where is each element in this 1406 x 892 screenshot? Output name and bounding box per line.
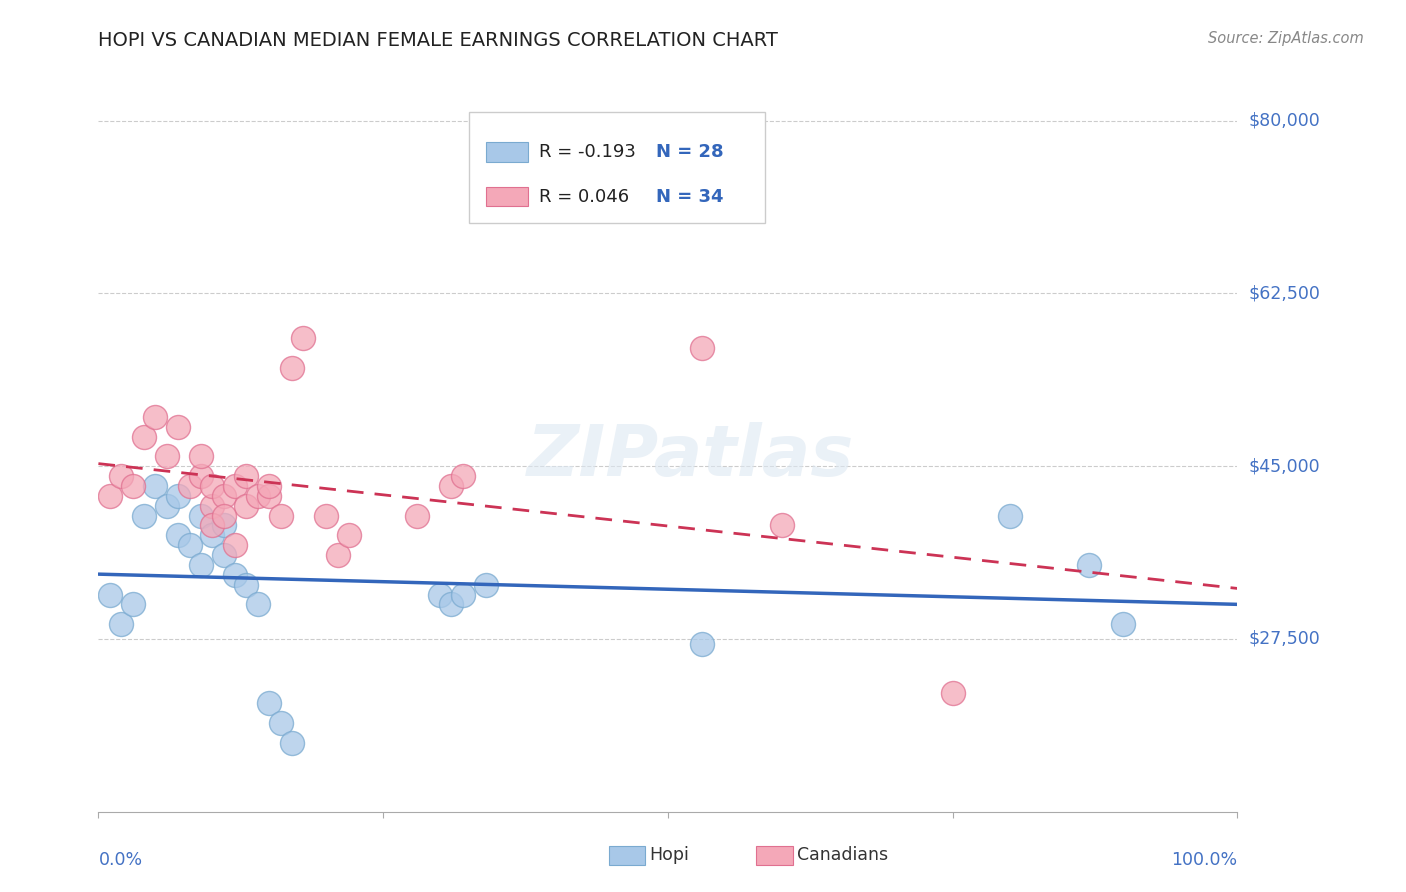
Point xyxy=(224,567,246,582)
Point xyxy=(770,518,793,533)
Point xyxy=(110,617,132,632)
Point xyxy=(179,538,201,552)
Text: Canadians: Canadians xyxy=(797,847,889,864)
Point xyxy=(132,429,155,443)
Point xyxy=(429,588,451,602)
Text: N = 34: N = 34 xyxy=(657,187,724,206)
Point xyxy=(440,479,463,493)
Point xyxy=(259,696,281,710)
Point xyxy=(235,499,257,513)
Point xyxy=(451,588,474,602)
Point xyxy=(190,508,212,523)
Point xyxy=(235,469,257,483)
Point xyxy=(179,479,201,493)
Point xyxy=(167,528,190,542)
Text: ZIPatlas: ZIPatlas xyxy=(527,422,855,491)
Point xyxy=(201,528,224,542)
Text: R = -0.193: R = -0.193 xyxy=(538,143,636,161)
Point xyxy=(998,508,1021,523)
Text: 100.0%: 100.0% xyxy=(1171,851,1237,869)
Text: 0.0%: 0.0% xyxy=(98,851,142,869)
Text: N = 28: N = 28 xyxy=(657,143,724,161)
Point xyxy=(406,508,429,523)
Point xyxy=(121,479,143,493)
FancyBboxPatch shape xyxy=(468,112,765,223)
Text: Source: ZipAtlas.com: Source: ZipAtlas.com xyxy=(1208,31,1364,46)
Text: R = 0.046: R = 0.046 xyxy=(538,187,630,206)
Point xyxy=(451,469,474,483)
Point xyxy=(190,450,212,464)
Point xyxy=(110,469,132,483)
Point xyxy=(440,598,463,612)
Point xyxy=(156,450,179,464)
Point xyxy=(190,469,212,483)
Point xyxy=(690,341,713,355)
Point xyxy=(292,331,315,345)
Point xyxy=(224,538,246,552)
Point xyxy=(259,489,281,503)
Point xyxy=(212,489,235,503)
Point xyxy=(259,479,281,493)
Point xyxy=(235,577,257,591)
Point xyxy=(326,548,349,562)
Point xyxy=(145,479,167,493)
Text: HOPI VS CANADIAN MEDIAN FEMALE EARNINGS CORRELATION CHART: HOPI VS CANADIAN MEDIAN FEMALE EARNINGS … xyxy=(98,31,779,50)
Point xyxy=(1112,617,1135,632)
Point xyxy=(281,736,304,750)
Point xyxy=(270,508,292,523)
Point xyxy=(270,715,292,730)
Point xyxy=(337,528,360,542)
Point xyxy=(224,479,246,493)
Point xyxy=(315,508,337,523)
Point xyxy=(98,588,121,602)
Point xyxy=(98,489,121,503)
Point xyxy=(281,360,304,375)
Point xyxy=(201,518,224,533)
Point xyxy=(474,577,496,591)
Point xyxy=(190,558,212,572)
Point xyxy=(212,548,235,562)
Point xyxy=(145,409,167,424)
Point xyxy=(690,637,713,651)
Point xyxy=(1078,558,1101,572)
Point xyxy=(167,419,190,434)
Text: $62,500: $62,500 xyxy=(1249,285,1320,302)
Point xyxy=(132,508,155,523)
Text: $27,500: $27,500 xyxy=(1249,630,1320,648)
Text: $45,000: $45,000 xyxy=(1249,458,1320,475)
FancyBboxPatch shape xyxy=(485,143,527,161)
Point xyxy=(201,499,224,513)
Point xyxy=(167,489,190,503)
Point xyxy=(246,598,269,612)
FancyBboxPatch shape xyxy=(485,187,527,206)
Point xyxy=(156,499,179,513)
Text: $80,000: $80,000 xyxy=(1249,112,1320,129)
Point xyxy=(201,479,224,493)
Point xyxy=(212,508,235,523)
Point xyxy=(121,598,143,612)
Point xyxy=(942,686,965,700)
Point xyxy=(246,489,269,503)
Point xyxy=(212,518,235,533)
Text: Hopi: Hopi xyxy=(650,847,689,864)
